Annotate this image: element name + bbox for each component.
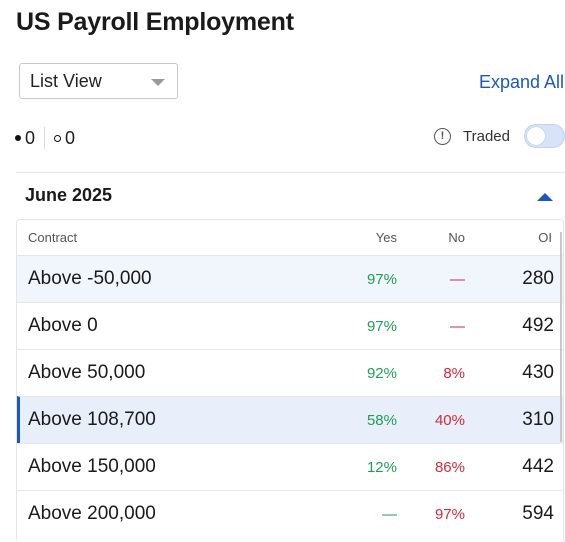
yes-price[interactable]: — (382, 505, 397, 523)
open-interest: 442 (522, 456, 554, 477)
open-interest: 430 (522, 362, 554, 383)
contract-name: Above 200,000 (28, 503, 156, 524)
caret-up-icon[interactable] (537, 193, 553, 201)
contract-name: Above 150,000 (28, 456, 156, 477)
contract-name: Above 50,000 (28, 362, 146, 383)
page-title: US Payroll Employment (16, 8, 294, 36)
open-interest: 310 (522, 409, 554, 430)
traded-toggle[interactable] (524, 124, 565, 148)
no-price[interactable]: — (450, 317, 465, 335)
yes-price[interactable]: 92% (366, 364, 397, 382)
header-no: No (448, 230, 465, 245)
info-icon[interactable]: ! (434, 127, 452, 145)
position-counts: 0 0 (15, 127, 75, 149)
month-label: June 2025 (25, 185, 113, 205)
yes-price[interactable]: 12% (366, 458, 397, 476)
empty-dot-icon (54, 134, 62, 142)
chevron-down-icon (151, 79, 165, 86)
header-yes: Yes (375, 230, 397, 245)
filled-count: 0 (25, 127, 36, 148)
contracts-table: Contract Yes No OI Above -50,000 97% — 2… (16, 219, 564, 542)
table-row[interactable]: Above 200,000 — 97% 594 (17, 490, 563, 537)
month-group-header[interactable]: June 2025 (16, 173, 565, 219)
no-price[interactable]: 86% (434, 458, 465, 476)
table-row[interactable]: Above 50,000 92% 8% 430 (17, 349, 563, 396)
no-price[interactable]: 40% (434, 411, 465, 429)
open-interest: 492 (522, 315, 554, 336)
yes-price[interactable]: 58% (366, 411, 397, 429)
contract-name: Above 108,700 (28, 409, 156, 430)
traded-label: Traded (463, 127, 510, 145)
toggle-knob (527, 127, 545, 145)
contract-name: Above -50,000 (28, 268, 152, 289)
yes-price[interactable]: 97% (366, 270, 397, 288)
traded-filter: ! Traded (434, 124, 565, 148)
table-row[interactable]: Above 150,000 12% 86% 442 (17, 443, 563, 490)
contract-name: Above 0 (28, 315, 98, 336)
no-price[interactable]: — (450, 270, 465, 288)
header-oi: OI (538, 230, 552, 245)
filled-dot-icon (15, 135, 21, 141)
open-interest: 594 (522, 503, 554, 524)
table-row-selected[interactable]: Above 108,700 58% 40% 310 (17, 396, 563, 443)
empty-count: 0 (65, 127, 76, 148)
table-header: Contract Yes No OI (17, 220, 563, 255)
no-price[interactable]: 8% (443, 364, 465, 382)
table-row[interactable]: Above -50,000 97% — 280 (17, 255, 563, 302)
view-select-value: List View (30, 70, 102, 91)
header-contract: Contract (28, 230, 78, 245)
table-row[interactable]: Above 0 97% — 492 (17, 302, 563, 349)
table-scrollbar[interactable] (560, 232, 562, 442)
yes-price[interactable]: 97% (366, 317, 397, 335)
open-interest: 280 (522, 268, 554, 289)
no-price[interactable]: 97% (434, 505, 465, 523)
divider (44, 127, 46, 149)
divider (16, 172, 565, 173)
expand-all-link[interactable]: Expand All (478, 72, 564, 92)
view-select[interactable]: List View (19, 63, 178, 99)
